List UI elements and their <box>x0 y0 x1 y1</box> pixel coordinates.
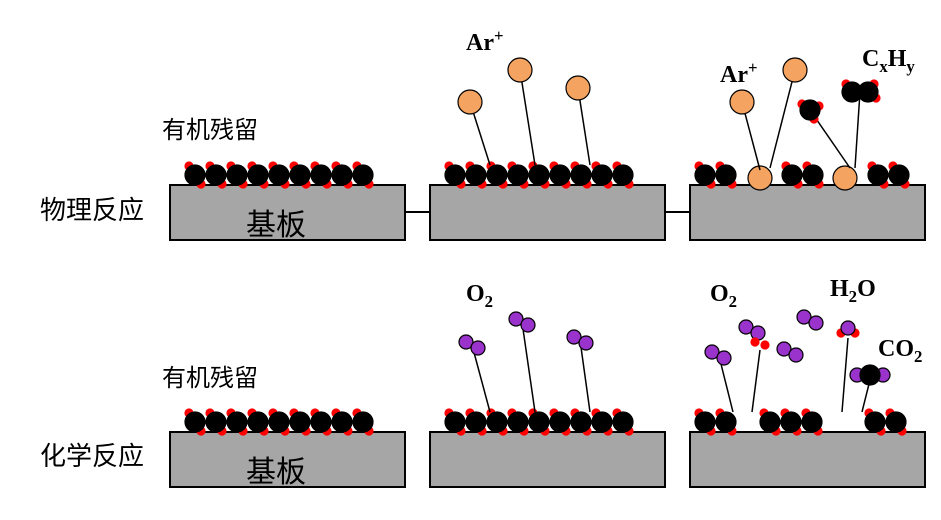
species-label-0: Ar+ <box>466 26 504 57</box>
species-label-2: CxHy <box>862 46 915 77</box>
substrate-label-0: 基板 <box>246 200 306 244</box>
species-label-5: H2O <box>830 276 876 307</box>
residue-label-1: 有机残留 <box>162 358 258 393</box>
substrate-label-3: 基板 <box>246 447 306 491</box>
row-label-physical: 物理反应 <box>40 190 144 227</box>
species-label-4: O2 <box>710 281 737 312</box>
row-label-chemical: 化学反应 <box>40 436 144 473</box>
species-label-6: CO2 <box>878 336 922 367</box>
species-label-3: O2 <box>466 281 493 312</box>
species-label-1: Ar+ <box>720 58 758 89</box>
residue-label-0: 有机残留 <box>162 110 258 145</box>
